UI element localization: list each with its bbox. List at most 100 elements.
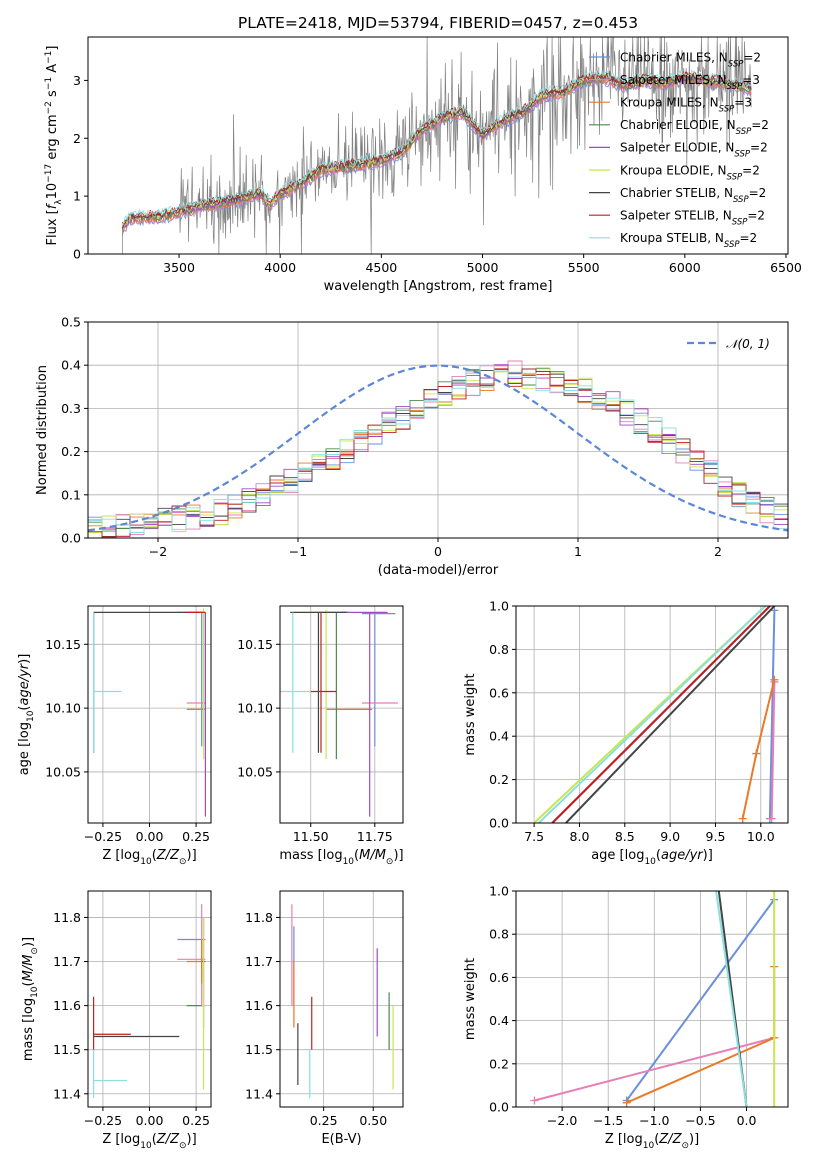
y-tick-label: 11.7 [53,954,81,969]
y-tick-label: 0.4 [489,729,509,744]
series-line-salpeter-miles [534,1036,775,1102]
x-tick-label: 0.0 [737,1113,757,1128]
axes-frame [279,605,404,824]
legend-count: =2 [750,141,768,155]
x-tick-label: −1 [289,544,307,559]
legend-count: =2 [740,231,758,245]
label-part: f [45,202,60,209]
y-tick-label: 0.0 [61,531,81,546]
axes-residuals: −2 −1 0 1 2 0.0 0.1 0.2 0.3 0.4 0.5 [61,315,789,559]
axes-mass-vs-Z: −0.25 0.00 0.25 11.4 11.5 11.6 11.7 11.8 [53,890,212,1128]
series-marker [770,606,779,615]
spectrum-x-label: wavelength [Angstrom, rest frame] [324,279,553,294]
plot-area [88,891,211,1107]
label-part: )] [393,848,403,863]
y-tick-label: 10.15 [237,637,273,652]
label-part: −1 [44,77,54,90]
plot-area [121,37,752,254]
legend-sub: SSP [727,172,743,182]
series-marker [752,749,761,758]
y-tick-label: 11.4 [245,1086,273,1101]
label-part: Z/Z [156,1132,180,1147]
x-tick-label: 10.0 [747,829,775,844]
y-tick-label: 0.2 [489,772,509,787]
y-tick-label: 1.0 [489,599,509,614]
legend-sub: SSP [724,240,740,250]
y-tick-label: 0 [73,247,81,262]
legend-entry: Chabrier STELIB, NSSP=2 [620,186,766,205]
x-tick-label: 0.50 [359,1113,387,1128]
label-part: Z [log [605,1132,643,1147]
legend-entry: Kroupa STELIB, NSSP=2 [620,231,757,250]
normal-curve [88,364,788,532]
y-tick-label: 0.2 [489,1056,509,1071]
axes-spectrum: 3500 4000 4500 5000 5500 6000 6500 0 1 2 3 [73,36,802,275]
x-tick-label: −0.25 [84,829,122,844]
label-part: 10 [140,1141,152,1151]
legend-sub: SSP [719,105,735,115]
plot-area [88,606,211,823]
axes-frame [87,605,212,824]
label-part: 10 [343,857,355,867]
legend-count: =2 [751,118,769,132]
axes-mass-vs-EBV: 0.25 0.50 11.4 11.5 11.6 11.7 11.8 [245,890,404,1128]
axes-frame [515,890,789,1108]
legend-entry: Salpeter MILES, NSSP=3 [620,73,760,92]
label-part: ⊙ [681,1141,689,1151]
y-tick-label: 0.0 [489,1100,509,1115]
axes-massweight-vs-Z: −2.0 −1.5 −1.0 −0.5 0.0 0.0 0.2 0.4 0.6 0.8 1.0 [489,884,789,1128]
x-tick-label: −1.0 [639,1113,669,1128]
axes-frame [87,890,212,1108]
x-tick-label: −1.5 [593,1113,623,1128]
x-tick-label: 2 [714,544,722,559]
label-part: ( [354,848,359,863]
x-tick-label: 6000 [669,260,701,275]
spectrum-y-label: Flux [fλ10−17 erg cm−2 s−1 A−1] [44,46,64,246]
plot-area [516,891,788,1107]
y-axis-label: mass [log10(M/M⊙)] [21,937,40,1061]
series-marker [622,1098,631,1107]
y-tick-label: 0.6 [489,970,509,985]
axes-age-vs-mass: 11.50 11.75 10.05 10.10 10.15 [237,605,404,844]
label-part: )] [21,937,36,947]
label-part: ⊙ [179,1141,187,1151]
y-tick-label: 11.5 [245,1042,273,1057]
label-part: ⊙ [179,857,187,867]
label-part: −17 [44,164,54,183]
histogram-salpeter-stelib [88,368,788,538]
y-tick-label: 11.7 [245,954,273,969]
legend-entry: Salpeter STELIB, NSSP=2 [620,209,765,228]
x-tick-label: 0.00 [136,829,164,844]
x-axis-label: Z [log10(Z/Z⊙)] [605,1132,699,1151]
y-tick-label: 0.4 [61,358,81,373]
x-tick-label: 6500 [770,260,802,275]
legend-count: =2 [749,186,767,200]
y-tick-label: 11.4 [53,1086,81,1101]
series-line-salpeter-miles [770,681,776,819]
plot-area [280,606,403,823]
label-part: ] [45,46,60,51]
x-tick-label: 0.25 [182,829,210,844]
y-tick-label: 10.15 [45,637,81,652]
legend-name: Salpeter MILES, N [620,73,727,87]
legend-sub: SSP [728,59,744,69]
y-tick-label: 0.6 [489,685,509,700]
y-tick-label: 11.6 [53,998,81,1013]
x-tick-label: 8.5 [615,829,635,844]
label-part: A [45,64,60,77]
legend-name: Chabrier STELIB, N [620,186,733,200]
axes-frame [87,321,789,539]
legend-entry: 𝒩(0, 1) [726,337,770,351]
legend-sub: SSP [736,127,752,137]
model-line-kroupa-stelib [122,69,752,225]
figure-title: PLATE=2418, MJD=53794, FIBERID=0457, z=0… [238,14,638,32]
x-axis-label: age [log10(age/yr)] [591,848,713,867]
series-line-chabrier-miles [768,610,776,819]
series-marker [738,814,747,823]
x-axis-label: mass [log10(M/M⊙)] [279,848,403,867]
legend-count: =3 [742,73,760,87]
plot-area [516,606,788,823]
x-tick-label: 5500 [568,260,600,275]
x-tick-label: 0.00 [136,1113,164,1128]
